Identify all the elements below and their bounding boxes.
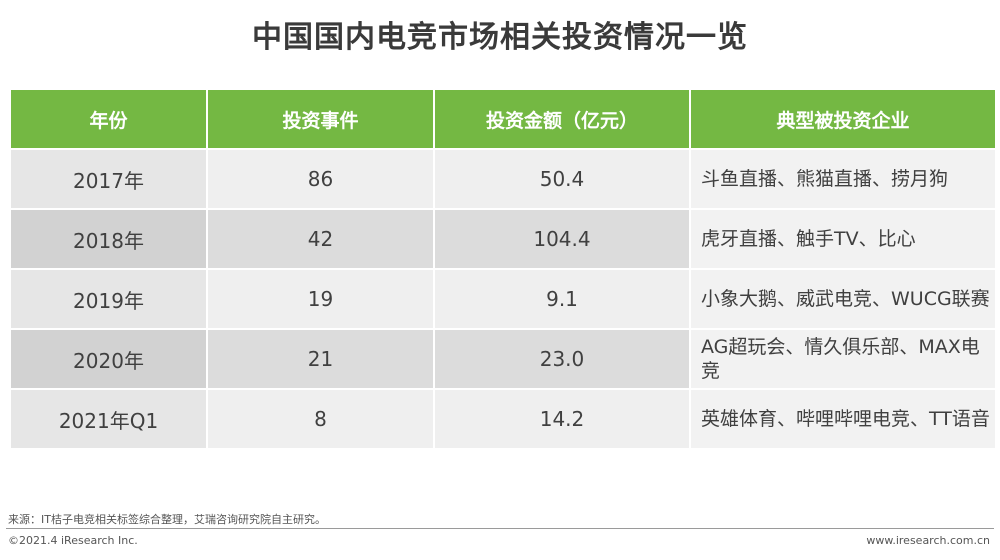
header-companies: 典型被投资企业	[691, 90, 995, 148]
cell-amount: 14.2	[435, 390, 689, 448]
cell-year: 2019年	[11, 270, 206, 328]
investment-table: 年份 投资事件 投资金额（亿元） 典型被投资企业 2017年 86 50.4 斗…	[9, 88, 997, 450]
cell-companies: 斗鱼直播、熊猫直播、捞月狗	[691, 150, 995, 208]
cell-year: 2018年	[11, 210, 206, 268]
source-note: 来源：IT桔子电竞相关标签综合整理，艾瑞咨询研究院自主研究。	[8, 513, 326, 526]
cell-year: 2020年	[11, 330, 206, 388]
table-row: 2021年Q1 8 14.2 英雄体育、哔哩哔哩电竞、TT语音	[11, 390, 995, 448]
cell-amount: 50.4	[435, 150, 689, 208]
table-row: 2018年 42 104.4 虎牙直播、触手TV、比心	[11, 210, 995, 268]
cell-events: 86	[208, 150, 433, 208]
cell-events: 21	[208, 330, 433, 388]
table-row: 2019年 19 9.1 小象大鹅、威武电竞、WUCG联赛	[11, 270, 995, 328]
cell-companies: 英雄体育、哔哩哔哩电竞、TT语音	[691, 390, 995, 448]
cell-amount: 9.1	[435, 270, 689, 328]
cell-events: 19	[208, 270, 433, 328]
cell-amount: 23.0	[435, 330, 689, 388]
cell-year: 2021年Q1	[11, 390, 206, 448]
cell-year: 2017年	[11, 150, 206, 208]
cell-events: 42	[208, 210, 433, 268]
copyright-text: ©2021.4 iResearch Inc.	[8, 534, 138, 547]
table-row: 2017年 86 50.4 斗鱼直播、熊猫直播、捞月狗	[11, 150, 995, 208]
cell-events: 8	[208, 390, 433, 448]
table-row: 2020年 21 23.0 AG超玩会、情久俱乐部、MAX电竞	[11, 330, 995, 388]
page-title: 中国国内电竞市场相关投资情况一览	[252, 20, 748, 55]
header-events: 投资事件	[208, 90, 433, 148]
header-amount: 投资金额（亿元）	[435, 90, 689, 148]
cell-companies: 小象大鹅、威武电竞、WUCG联赛	[691, 270, 995, 328]
table-header-row: 年份 投资事件 投资金额（亿元） 典型被投资企业	[11, 90, 995, 148]
cell-companies: 虎牙直播、触手TV、比心	[691, 210, 995, 268]
header-year: 年份	[11, 90, 206, 148]
cell-companies: AG超玩会、情久俱乐部、MAX电竞	[691, 330, 995, 388]
cell-amount: 104.4	[435, 210, 689, 268]
footer-divider	[6, 528, 994, 529]
website-text: www.iresearch.com.cn	[866, 534, 990, 547]
